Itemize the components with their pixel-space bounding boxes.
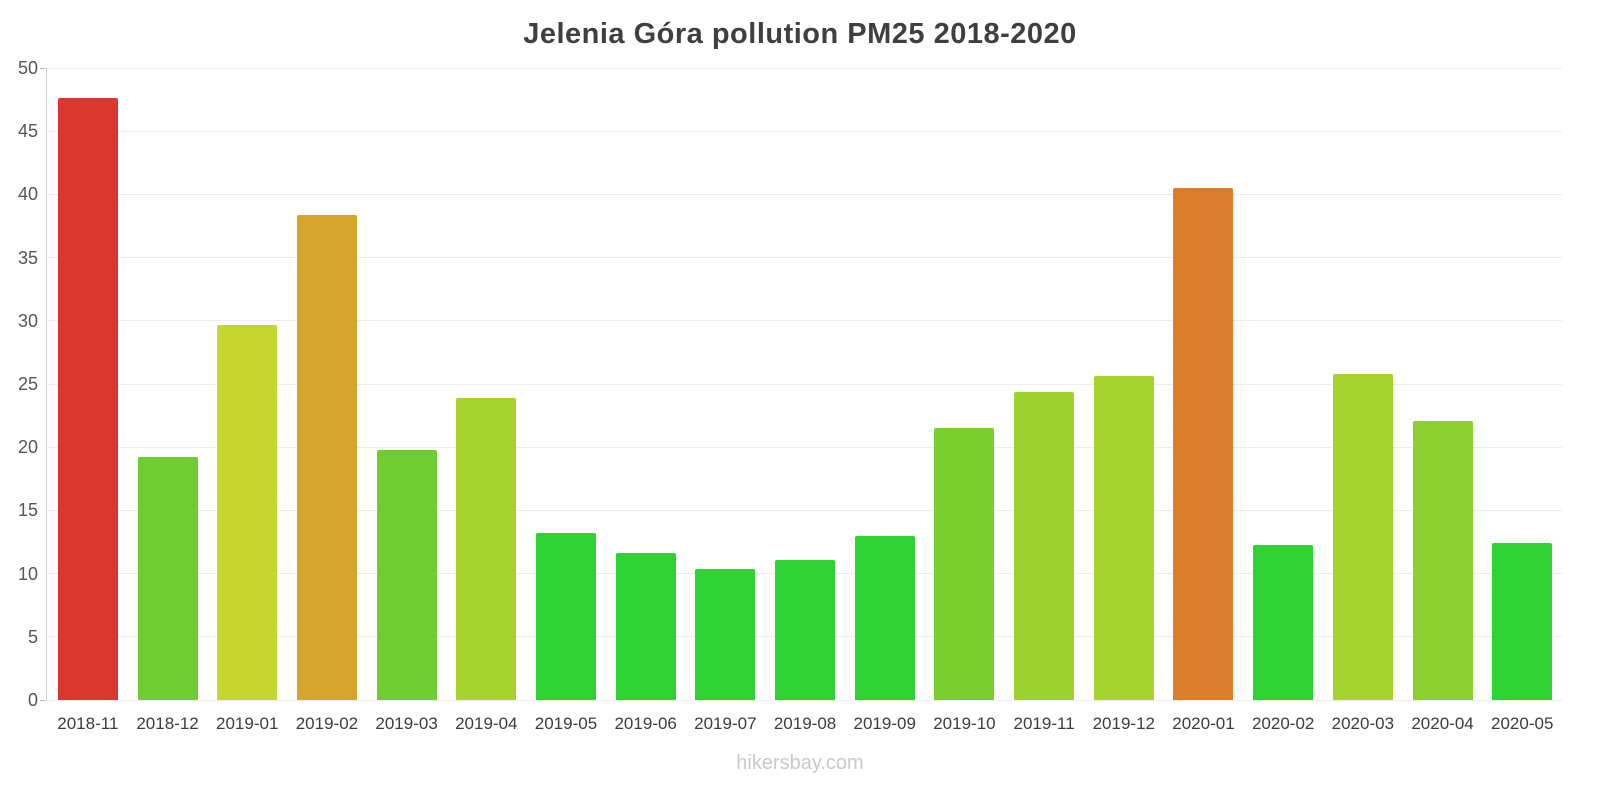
x-axis-label-2019-05: 2019-05 [534,714,598,733]
bar-column-2019-07: 2019-07 [686,68,766,733]
chart-title: Jelenia Góra pollution PM25 2018-2020 [523,18,1077,50]
gridline-y-20 [48,446,1562,448]
bar-2020-04 [1412,420,1473,700]
bar-column-2020-01: 2020-01 [1164,68,1244,733]
bar-column-2019-04: 2019-04 [446,68,526,733]
plot-area: 2018-11 2018-12 2019-01 2019-02 2019-03 2019-… [40,67,1562,733]
bar-column-2020-05: 2020-05 [1482,68,1562,733]
x-axis-label-2019-09: 2019-09 [853,714,916,733]
bar-2019-07 [695,568,756,700]
x-axis-label-2020-01: 2020-01 [1172,714,1235,733]
x-axis-label-2019-10: 2019-10 [933,714,996,733]
bar-2019-02 [296,214,357,700]
bar-column-2019-06: 2019-06 [606,68,686,733]
gridline-y-15 [48,509,1562,511]
bar-column-2019-03: 2019-03 [367,68,447,733]
bar-2019-11 [1014,391,1075,700]
bar-columns: 2018-11 2018-12 2019-01 2019-02 2019-03 2019-… [48,68,1562,733]
x-axis-label-2019-07: 2019-07 [694,714,757,733]
y-axis-label-30: 30 [17,310,38,331]
y-axis-label-45: 45 [17,121,38,142]
watermark-hikersbay: hikersbay.com [736,752,864,774]
bar-column-2020-04: 2020-04 [1403,68,1483,733]
x-axis-label-2019-12: 2019-12 [1092,714,1155,733]
bar-2019-05 [535,533,596,700]
bar-2019-10 [934,428,995,700]
bar-column-2019-10: 2019-10 [925,68,1005,733]
axis-tick-50 [40,67,46,69]
bar-column-2019-02: 2019-02 [287,68,367,733]
bar-2019-04 [456,397,517,700]
bar-2020-01 [1173,188,1234,700]
bar-2019-09 [854,535,915,700]
x-axis-label-2019-04: 2019-04 [455,714,518,733]
x-axis-label-2019-11: 2019-11 [1013,714,1075,733]
x-axis-label-2020-03: 2020-03 [1331,714,1395,733]
x-axis-label-2019-08: 2019-08 [773,714,837,733]
y-axis-label-35: 35 [17,247,38,268]
x-axis-label-2020-05: 2020-05 [1491,714,1554,733]
bar-column-2019-12: 2019-12 [1084,68,1164,733]
x-axis-label-2020-04: 2020-04 [1411,714,1474,733]
x-axis-label-2018-11: 2018-11 [57,714,119,733]
bar-column-2018-11: 2018-11 [48,68,128,733]
bar-column-2019-11: 2019-11 [1004,68,1084,733]
bar-2020-02 [1253,544,1314,700]
y-axis-label-10: 10 [17,563,38,584]
bar-2019-06 [615,553,676,700]
x-axis-label-2019-03: 2019-03 [375,714,438,733]
y-axis-label-5: 5 [27,626,38,647]
bar-2019-03 [376,449,437,700]
y-axis-line [46,68,47,700]
gridline-y-45 [48,130,1562,132]
y-axis-label-0: 0 [27,690,38,710]
bar-2020-03 [1332,373,1393,700]
gridline-y-0 [48,699,1562,701]
bar-2018-12 [137,457,198,700]
gridline-y-40 [48,193,1562,195]
y-axis-label-50: 50 [17,58,38,78]
x-axis-label-2019-02: 2019-02 [295,714,359,733]
axis-tick-0 [40,699,46,701]
bar-2018-11 [57,98,118,700]
x-axis-label-2019-01: 2019-01 [216,714,279,733]
gridline-y-35 [48,257,1562,259]
gridline-y-30 [48,320,1562,322]
bar-column-2019-01: 2019-01 [207,68,287,733]
bar-column-2019-08: 2019-08 [765,68,845,733]
gridline-y-50 [48,67,1562,69]
bar-2019-08 [775,559,836,700]
gridline-y-25 [48,383,1562,385]
bar-2019-01 [217,324,278,700]
y-axis-label-20: 20 [17,437,38,458]
bar-2019-12 [1093,376,1154,700]
y-axis-label-15: 15 [17,500,38,521]
y-axis-label-25: 25 [17,374,38,394]
bar-column-2019-09: 2019-09 [845,68,925,733]
y-axis-label-40: 40 [17,184,38,205]
bar-column-2018-12: 2018-12 [128,68,208,733]
x-axis-label-2020-02: 2020-02 [1251,714,1315,733]
x-axis-label-2018-12: 2018-12 [136,714,199,733]
bar-2020-05 [1492,543,1553,700]
bar-column-2019-05: 2019-05 [526,68,606,733]
bar-column-2020-03: 2020-03 [1323,68,1403,733]
x-axis-label-2019-06: 2019-06 [614,714,677,733]
bar-column-2020-02: 2020-02 [1243,68,1323,733]
